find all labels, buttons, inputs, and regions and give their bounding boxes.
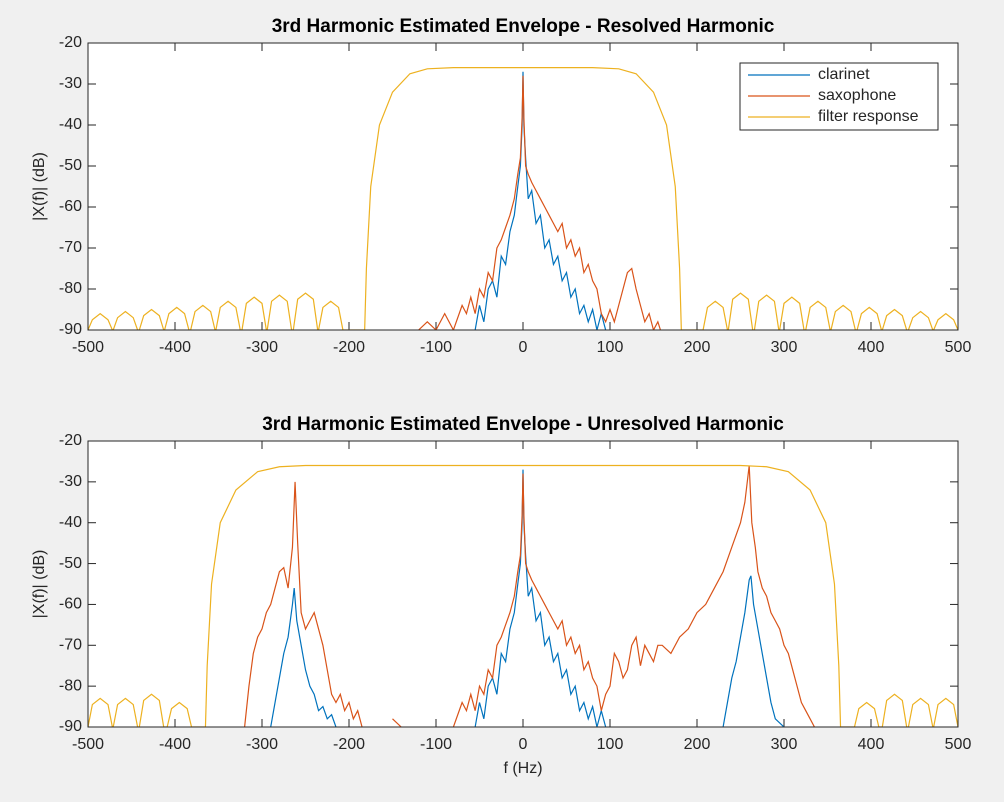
x-tick-label: 200 [684, 339, 711, 356]
subplot: 3rd Harmonic Estimated Envelope - Resolv… [31, 16, 971, 356]
x-tick-label: 300 [771, 339, 798, 356]
y-tick-label: -60 [59, 198, 82, 215]
y-tick-label: -50 [59, 555, 82, 572]
legend-label: clarinet [818, 66, 870, 83]
y-tick-label: -50 [59, 157, 82, 174]
y-tick-label: -70 [59, 239, 82, 256]
y-axis-label: |X(f)| (dB) [31, 550, 48, 619]
x-tick-label: -400 [159, 339, 191, 356]
x-tick-label: 0 [519, 736, 528, 753]
x-tick-label: 0 [519, 339, 528, 356]
y-tick-label: -70 [59, 637, 82, 654]
x-tick-label: -400 [159, 736, 191, 753]
y-tick-label: -80 [59, 280, 82, 297]
x-tick-label: -300 [246, 339, 278, 356]
subplot: 3rd Harmonic Estimated Envelope - Unreso… [31, 414, 971, 777]
series-line [88, 464, 958, 727]
x-tick-label: -500 [72, 736, 104, 753]
legend: clarinet saxophone filter response [739, 62, 939, 131]
series-line [88, 67, 958, 330]
legend-label: filter response [818, 108, 919, 125]
legend-label: saxophone [818, 87, 896, 104]
x-tick-label: -200 [333, 339, 365, 356]
y-tick-label: -60 [59, 596, 82, 613]
axes-box [87, 440, 959, 728]
x-tick-label: 500 [945, 736, 972, 753]
x-tick-label: 300 [771, 736, 798, 753]
y-tick-label: -80 [59, 677, 82, 694]
x-tick-label: 100 [597, 339, 624, 356]
chart-title: 3rd Harmonic Estimated Envelope - Resolv… [272, 16, 775, 37]
x-tick-label: -500 [72, 339, 104, 356]
y-tick-label: -40 [59, 116, 82, 133]
y-tick-label: -90 [59, 718, 82, 735]
y-tick-label: -40 [59, 514, 82, 531]
series-line [244, 465, 815, 727]
x-tick-label: 200 [684, 736, 711, 753]
x-tick-label: 400 [858, 339, 885, 356]
y-axis-label: |X(f)| (dB) [31, 152, 48, 221]
x-axis-label: f (Hz) [503, 760, 542, 777]
series-line [270, 469, 785, 727]
series-line [418, 75, 662, 330]
x-tick-label: 400 [858, 736, 885, 753]
y-tick-label: -20 [59, 34, 82, 51]
x-tick-label: -100 [420, 339, 452, 356]
y-tick-label: -30 [59, 473, 82, 490]
x-tick-label: 500 [945, 339, 972, 356]
axes-box [87, 42, 959, 331]
x-tick-label: 100 [597, 736, 624, 753]
y-tick-label: -20 [59, 432, 82, 449]
y-tick-label: -90 [59, 321, 82, 338]
x-tick-label: -100 [420, 736, 452, 753]
y-tick-label: -30 [59, 75, 82, 92]
x-tick-label: -200 [333, 736, 365, 753]
series-line [474, 71, 607, 330]
chart-title: 3rd Harmonic Estimated Envelope - Unreso… [262, 414, 784, 435]
x-tick-label: -300 [246, 736, 278, 753]
